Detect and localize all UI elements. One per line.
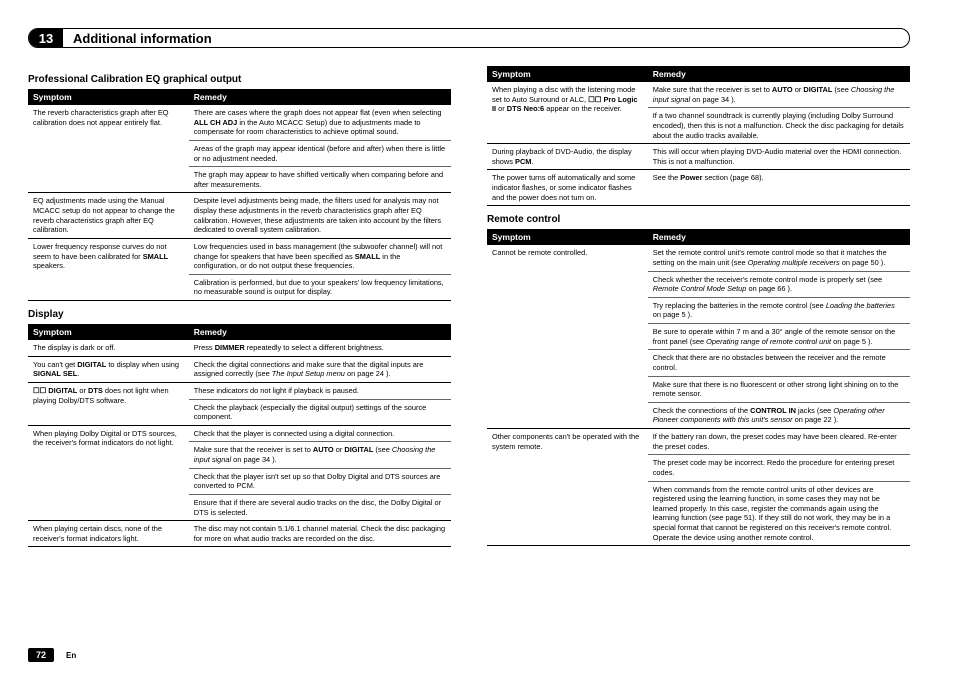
table-row: When playing Dolby Digital or DTS source…	[28, 425, 451, 442]
tbody-remote: Cannot be remote controlled.Set the remo…	[487, 245, 910, 546]
remedy-cell: This will occur when playing DVD-Audio m…	[648, 144, 910, 170]
symptom-cell: ☐☐ DIGITAL or DTS does not light when pl…	[28, 382, 189, 425]
remedy-cell: Check that the player isn't set up so th…	[189, 468, 451, 494]
page-lang: En	[66, 651, 76, 660]
remedy-cell: Check the digital connections and make s…	[189, 356, 451, 382]
symptom-cell: When playing certain discs, none of the …	[28, 521, 189, 547]
remedy-cell: Make sure that the receiver is set to AU…	[189, 442, 451, 468]
section-title-display: Display	[28, 309, 451, 320]
th-remedy: Remedy	[189, 324, 451, 340]
left-column: Professional Calibration EQ graphical ou…	[28, 66, 451, 547]
section-title-procal: Professional Calibration EQ graphical ou…	[28, 74, 451, 85]
table-remote: Symptom Remedy Cannot be remote controll…	[487, 229, 910, 546]
remedy-cell: The graph may appear to have shifted ver…	[189, 167, 451, 193]
tbody-cont: When playing a disc with the listening m…	[487, 82, 910, 206]
table-row: During playback of DVD-Audio, the displa…	[487, 144, 910, 170]
th-symptom: Symptom	[28, 324, 189, 340]
remedy-cell: Check the connections of the CONTROL IN …	[648, 402, 910, 428]
tbody-procal: The reverb characteristics graph after E…	[28, 105, 451, 301]
symptom-cell: Cannot be remote controlled.	[487, 245, 648, 428]
remedy-cell: Try replacing the batteries in the remot…	[648, 297, 910, 323]
remedy-cell: Low frequencies used in bass management …	[189, 238, 451, 274]
remedy-cell: Check whether the receiver's remote cont…	[648, 271, 910, 297]
remedy-cell: Ensure that if there are several audio t…	[189, 494, 451, 520]
remedy-cell: Check the playback (especially the digit…	[189, 399, 451, 425]
table-display: Symptom Remedy The display is dark or of…	[28, 324, 451, 547]
table-row: Lower frequency response curves do not s…	[28, 238, 451, 274]
th-symptom: Symptom	[487, 229, 648, 245]
symptom-cell: During playback of DVD-Audio, the displa…	[487, 144, 648, 170]
symptom-cell: EQ adjustments made using the Manual MCA…	[28, 193, 189, 239]
symptom-cell: The reverb characteristics graph after E…	[28, 105, 189, 193]
remedy-cell: Check that the player is connected using…	[189, 425, 451, 442]
table-row: When playing certain discs, none of the …	[28, 521, 451, 547]
remedy-cell: Be sure to operate within 7 m and a 30° …	[648, 324, 910, 350]
table-row: The display is dark or off.Press DIMMER …	[28, 340, 451, 356]
table-row: EQ adjustments made using the Manual MCA…	[28, 193, 451, 239]
remedy-cell: The disc may not contain 5.1/6.1 channel…	[189, 521, 451, 547]
remedy-cell: Check that there are no obstacles betwee…	[648, 350, 910, 376]
symptom-cell: When playing a disc with the listening m…	[487, 82, 648, 144]
table-row: Cannot be remote controlled.Set the remo…	[487, 245, 910, 271]
remedy-cell: There are cases where the graph does not…	[189, 105, 451, 140]
symptom-cell: You can't get DIGITAL to display when us…	[28, 356, 189, 382]
remedy-cell: See the Power section (page 68).	[648, 170, 910, 206]
right-column: Symptom Remedy When playing a disc with …	[487, 66, 910, 547]
th-remedy: Remedy	[648, 229, 910, 245]
symptom-cell: When playing Dolby Digital or DTS source…	[28, 425, 189, 520]
remedy-cell: If the battery ran down, the preset code…	[648, 429, 910, 455]
remedy-cell: If a two channel soundtrack is currently…	[648, 108, 910, 144]
table-procal: Symptom Remedy The reverb characteristic…	[28, 89, 451, 301]
remedy-cell: The preset code may be incorrect. Redo t…	[648, 455, 910, 481]
symptom-cell: The display is dark or off.	[28, 340, 189, 356]
remedy-cell: Make sure that the receiver is set to AU…	[648, 82, 910, 108]
remedy-cell: Despite level adjustments being made, th…	[189, 193, 451, 239]
chapter-title: Additional information	[63, 31, 212, 46]
remedy-cell: These indicators do not light if playbac…	[189, 382, 451, 399]
table-row: The power turns off automatically and so…	[487, 170, 910, 206]
symptom-cell: The power turns off automatically and so…	[487, 170, 648, 206]
page-number: 72	[28, 648, 54, 662]
symptom-cell: Other components can't be operated with …	[487, 429, 648, 546]
chapter-number: 13	[29, 29, 63, 47]
content-columns: Professional Calibration EQ graphical ou…	[28, 66, 910, 547]
section-title-remote: Remote control	[487, 214, 910, 225]
tbody-display: The display is dark or off.Press DIMMER …	[28, 340, 451, 547]
th-symptom: Symptom	[487, 66, 648, 82]
th-remedy: Remedy	[189, 89, 451, 105]
footer: 72 En	[28, 648, 76, 662]
table-row: Other components can't be operated with …	[487, 429, 910, 455]
symptom-cell: Lower frequency response curves do not s…	[28, 238, 189, 300]
table-row: ☐☐ DIGITAL or DTS does not light when pl…	[28, 382, 451, 399]
th-symptom: Symptom	[28, 89, 189, 105]
remedy-cell: Set the remote control unit's remote con…	[648, 245, 910, 271]
remedy-cell: Press DIMMER repeatedly to select a diff…	[189, 340, 451, 356]
remedy-cell: When commands from the remote control un…	[648, 481, 910, 546]
chapter-bar: 13 Additional information	[28, 28, 910, 48]
remedy-cell: Make sure that there is no fluorescent o…	[648, 376, 910, 402]
remedy-cell: Areas of the graph may appear identical …	[189, 140, 451, 166]
remedy-cell: Calibration is performed, but due to you…	[189, 274, 451, 300]
table-row: You can't get DIGITAL to display when us…	[28, 356, 451, 382]
table-cont: Symptom Remedy When playing a disc with …	[487, 66, 910, 206]
table-row: The reverb characteristics graph after E…	[28, 105, 451, 140]
table-row: When playing a disc with the listening m…	[487, 82, 910, 108]
th-remedy: Remedy	[648, 66, 910, 82]
